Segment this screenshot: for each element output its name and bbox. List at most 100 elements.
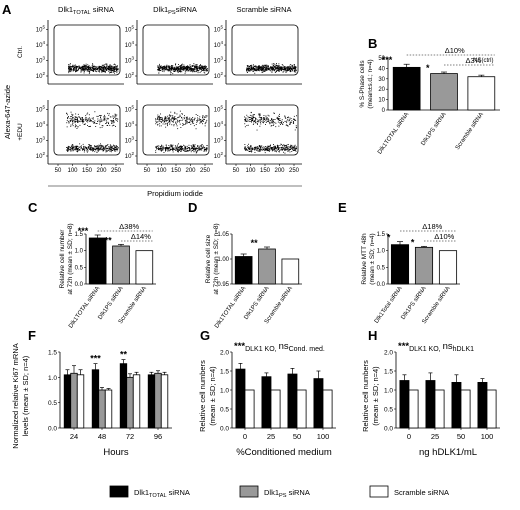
flow-dot — [246, 118, 248, 120]
annotation-label: Δ14% — [131, 232, 151, 241]
flow-dot — [256, 66, 258, 68]
flow-dot — [190, 123, 192, 125]
flow-dot — [258, 68, 260, 70]
flow-dot — [259, 146, 261, 147]
flow-dot — [190, 68, 191, 70]
flow-dot — [262, 121, 264, 123]
flow-dot — [272, 125, 274, 126]
flow-dot — [195, 124, 197, 125]
flow-dot — [276, 151, 277, 153]
flow-dot — [90, 148, 92, 150]
flow-dot — [244, 144, 246, 145]
flow-dot — [93, 69, 95, 70]
flow-dot — [289, 70, 291, 72]
flow-dot — [202, 65, 204, 67]
flow-dot — [291, 144, 293, 146]
flow-dot — [206, 149, 207, 151]
flow-dot — [274, 63, 276, 65]
flow-dot — [249, 148, 250, 149]
flow-dot — [192, 144, 194, 145]
y-tick-label: 30 — [378, 77, 385, 83]
flow-dot — [273, 113, 275, 114]
flow-dot — [203, 68, 204, 70]
flow-dot — [196, 151, 198, 153]
flow-dot — [101, 69, 103, 71]
flow-dot — [264, 66, 265, 68]
flow-dot — [279, 66, 281, 68]
flow-dot — [106, 66, 108, 68]
flow-dot — [199, 145, 201, 147]
bar — [91, 369, 100, 429]
flow-dot — [180, 127, 182, 128]
flow-dot — [189, 67, 191, 69]
flow-dot — [260, 145, 262, 147]
flow-dot — [274, 148, 275, 150]
flow-dot — [177, 69, 179, 71]
flow-dot — [203, 70, 205, 71]
flow-dot — [290, 144, 292, 146]
flow-dot — [113, 147, 115, 149]
flow-dot — [155, 147, 157, 149]
flow-dot — [174, 111, 176, 113]
flow-dot — [160, 66, 162, 67]
flow-dot — [282, 69, 284, 70]
flow-dot — [75, 119, 76, 121]
flow-dot — [113, 71, 115, 72]
tick-exp: 5 — [131, 105, 134, 110]
flow-y-tick-label: 102 — [36, 71, 46, 80]
flow-dot — [189, 69, 191, 71]
flow-dot — [252, 118, 254, 120]
flow-dot — [96, 148, 98, 150]
flow-dot — [252, 67, 254, 69]
flow-dot — [71, 147, 73, 149]
bar — [408, 389, 419, 429]
flow-dot — [77, 148, 79, 149]
flow-dot — [168, 66, 170, 67]
flow-dot — [112, 149, 114, 151]
flow-dot — [168, 67, 170, 69]
flow-dot — [191, 122, 193, 124]
flow-dot — [73, 68, 74, 69]
flow-dot — [104, 68, 106, 70]
flow-dot — [85, 68, 87, 70]
flow-dot — [97, 149, 99, 151]
flow-dot — [98, 149, 100, 151]
flow-dot — [69, 146, 71, 148]
flow-dot — [276, 145, 278, 147]
flow-dot — [198, 149, 200, 151]
flow-dot — [277, 149, 278, 151]
flow-dot — [198, 66, 200, 68]
flow-dot — [181, 149, 183, 151]
flow-dot — [155, 120, 157, 122]
flow-dot — [98, 145, 100, 147]
flow-dot — [204, 72, 206, 74]
flow-dot — [292, 65, 294, 67]
flow-dot — [295, 148, 297, 150]
flow-dot — [158, 119, 160, 120]
tick-exp: 5 — [220, 105, 223, 110]
flow-dot — [196, 68, 198, 70]
y-tick-label: 10 — [378, 98, 385, 104]
flow-dot — [278, 63, 280, 65]
flow-dot — [263, 69, 265, 71]
flow-dot — [116, 69, 118, 71]
flow-dot — [69, 66, 71, 68]
flow-dot — [181, 66, 183, 68]
flow-dot — [71, 68, 72, 70]
flow-dot — [87, 119, 89, 121]
flow-y-tick-label: 102 — [214, 71, 224, 80]
flow-dot — [262, 64, 264, 66]
flow-dot — [116, 146, 118, 147]
flow-dot — [286, 149, 288, 151]
flow-dot — [109, 144, 111, 146]
flow-dot — [294, 129, 296, 131]
flow-dot — [204, 149, 206, 151]
flow-dot — [194, 148, 196, 149]
flow-dot — [68, 121, 70, 123]
flow-dot — [163, 147, 164, 149]
flow-dot — [185, 150, 186, 152]
flow-dot — [175, 67, 177, 69]
flow-dot — [102, 150, 104, 152]
flow-dot — [175, 64, 176, 66]
flow-dot — [273, 148, 275, 150]
